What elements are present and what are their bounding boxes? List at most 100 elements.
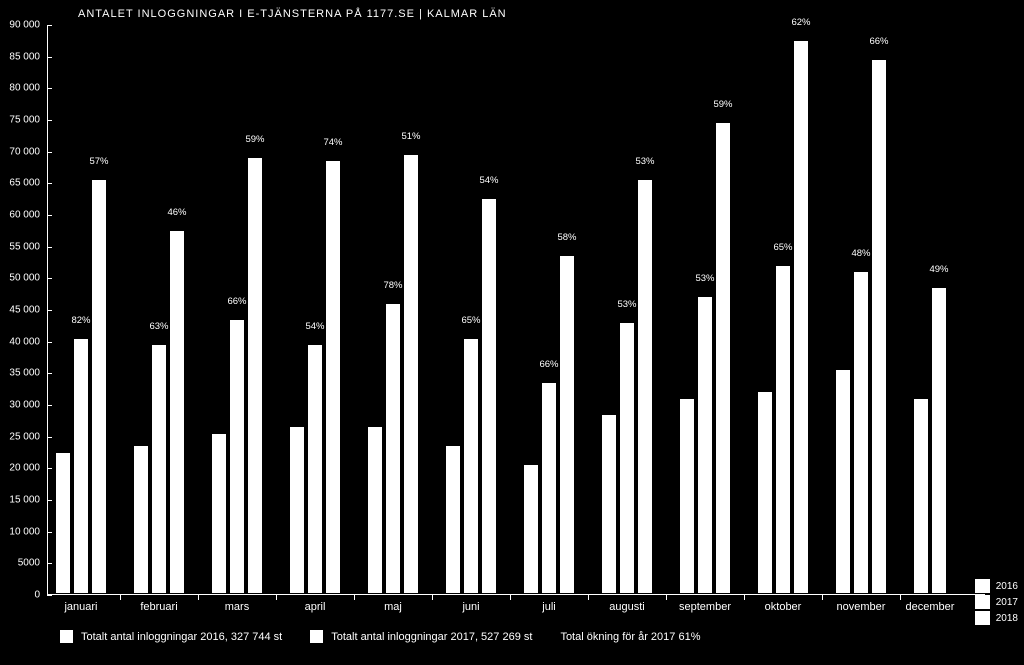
x-axis-tick — [666, 595, 667, 600]
y-axis-label: 75 000 — [9, 115, 40, 126]
y-axis-tick — [47, 88, 52, 89]
y-axis-label: 40 000 — [9, 336, 40, 347]
bar — [367, 426, 383, 594]
y-axis: 0500010 00015 00020 00025 00030 00035 00… — [0, 25, 40, 595]
bar-percent-label: 66% — [539, 359, 558, 370]
bar — [325, 160, 341, 594]
bar — [523, 464, 539, 594]
y-axis-label: 15 000 — [9, 495, 40, 506]
legend-label: 2018 — [996, 613, 1018, 624]
bar — [445, 445, 461, 594]
bar-percent-label: 59% — [245, 134, 264, 145]
y-axis-label: 70 000 — [9, 146, 40, 157]
y-axis-tick — [47, 342, 52, 343]
bar — [715, 122, 731, 594]
y-axis-tick — [47, 120, 52, 121]
y-axis-label: 45 000 — [9, 305, 40, 316]
x-axis-label: oktober — [765, 601, 802, 613]
legend-swatch — [975, 579, 990, 593]
bar — [307, 344, 323, 594]
x-axis-tick — [120, 595, 121, 600]
x-axis-tick — [354, 595, 355, 600]
x-axis-label: december — [906, 601, 955, 613]
y-axis-label: 25 000 — [9, 431, 40, 442]
y-axis-tick — [47, 183, 52, 184]
bar — [133, 445, 149, 594]
bar — [871, 59, 887, 594]
y-axis-tick — [47, 57, 52, 58]
y-axis-label: 30 000 — [9, 400, 40, 411]
bar-percent-label: 54% — [305, 321, 324, 332]
bar — [403, 154, 419, 594]
x-axis-tick — [432, 595, 433, 600]
bar-percent-label: 49% — [929, 264, 948, 275]
x-axis-label: februari — [140, 601, 177, 613]
bar — [931, 287, 947, 594]
bar — [463, 338, 479, 595]
bar — [481, 198, 497, 594]
x-axis-tick — [744, 595, 745, 600]
bar-percent-label: 51% — [401, 131, 420, 142]
bar — [541, 382, 557, 594]
y-axis-label: 35 000 — [9, 368, 40, 379]
bar — [559, 255, 575, 594]
legend-item-2016: 2016 — [975, 579, 1018, 593]
x-axis-tick — [198, 595, 199, 600]
bar-percent-label: 63% — [149, 321, 168, 332]
y-axis-label: 80 000 — [9, 83, 40, 94]
legend-item-2017: 2017 — [975, 595, 1018, 609]
chart-title: ANTALET INLOGGNINGAR I E-TJÄNSTERNA PÅ 1… — [78, 8, 507, 20]
y-axis-label: 55 000 — [9, 241, 40, 252]
legend-swatch — [975, 611, 990, 625]
bar — [757, 391, 773, 594]
y-axis-tick — [47, 247, 52, 248]
footer-label: Total ökning för år 2017 61% — [560, 631, 700, 643]
x-axis-tick — [822, 595, 823, 600]
x-axis-label: september — [679, 601, 731, 613]
y-axis-label: 85 000 — [9, 51, 40, 62]
y-axis-tick — [47, 310, 52, 311]
y-axis-label: 20 000 — [9, 463, 40, 474]
x-axis-label: mars — [225, 601, 249, 613]
bar — [211, 433, 227, 595]
legend-item-2018: 2018 — [975, 611, 1018, 625]
bar-percent-label: 65% — [773, 242, 792, 253]
x-axis-tick — [588, 595, 589, 600]
bar-percent-label: 82% — [71, 315, 90, 326]
y-axis-tick — [47, 405, 52, 406]
x-axis-tick — [900, 595, 901, 600]
x-axis-label: augusti — [609, 601, 644, 613]
bar — [853, 271, 869, 594]
bar — [91, 179, 107, 594]
y-axis-label: 90 000 — [9, 20, 40, 31]
y-axis-tick — [47, 373, 52, 374]
y-axis-label: 60 000 — [9, 210, 40, 221]
bar-percent-label: 46% — [167, 207, 186, 218]
legend-swatch — [975, 595, 990, 609]
x-axis-label: november — [837, 601, 886, 613]
footer-total-2016: Totalt antal inloggningar 2016, 327 744 … — [60, 630, 282, 643]
bar — [601, 414, 617, 595]
y-axis-label: 50 000 — [9, 273, 40, 284]
bar-percent-label: 65% — [461, 315, 480, 326]
bar-percent-label: 58% — [557, 232, 576, 243]
footer-swatch — [60, 630, 73, 643]
bar-percent-label: 53% — [635, 156, 654, 167]
bar-percent-label: 59% — [713, 99, 732, 110]
y-axis-label: 5000 — [18, 558, 40, 569]
x-axis-label: april — [305, 601, 326, 613]
footer-total-increase: Total ökning för år 2017 61% — [560, 631, 700, 643]
bar — [793, 40, 809, 594]
y-axis-tick — [47, 278, 52, 279]
y-axis-label: 65 000 — [9, 178, 40, 189]
bar — [169, 230, 185, 594]
bar-percent-label: 54% — [479, 175, 498, 186]
y-axis-tick — [47, 25, 52, 26]
bar-percent-label: 78% — [383, 280, 402, 291]
y-axis-tick — [47, 215, 52, 216]
x-axis-label: juni — [462, 601, 479, 613]
bar — [151, 344, 167, 594]
bar — [229, 319, 245, 595]
bar — [55, 452, 71, 595]
footer-total-2017: Totalt antal inloggningar 2017, 527 269 … — [310, 630, 532, 643]
